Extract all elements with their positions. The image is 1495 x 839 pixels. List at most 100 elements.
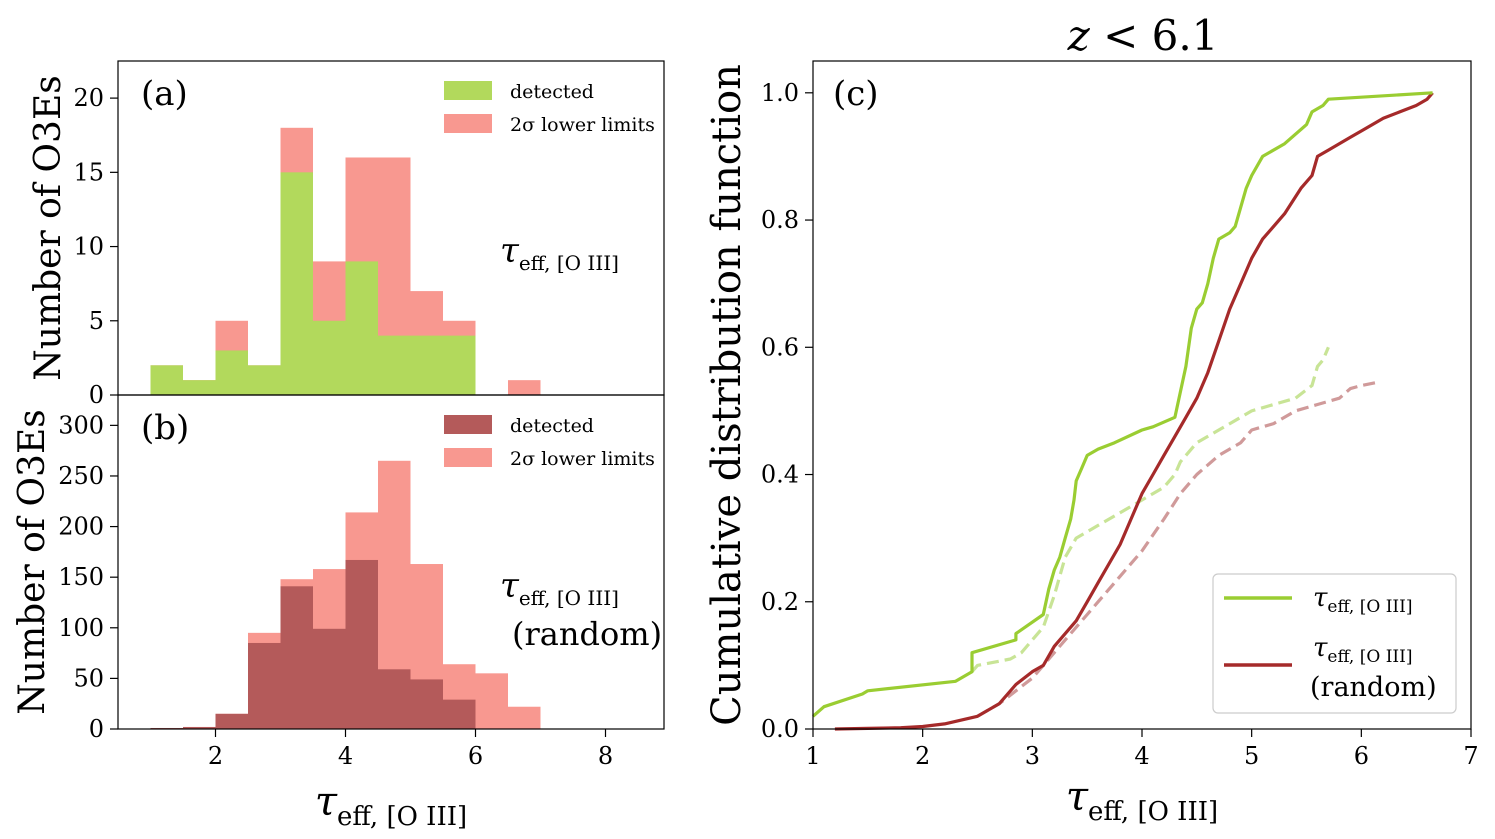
bar-b-detected-5 [313,628,346,729]
cdf-line-3 [976,380,1379,718]
panel-c-lines [811,91,1434,731]
panel-b-annotation-sub: eff, [O III] [519,586,619,610]
bar-b-detected-9 [443,699,476,729]
legend-c-green-tau: τ [1313,583,1328,613]
panel-c-label: (c) [833,74,879,114]
ytick-label-b-4: 200 [58,513,104,541]
bar-b-detected-2 [215,713,248,729]
bar-a-detected-7 [378,335,411,395]
bar-a-detected-5 [313,320,346,395]
xtick-label-c-2: 3 [1025,742,1040,770]
panel-b-annotation-random: (random) [512,615,662,653]
panel-b-xlabel-tau: τ [315,779,338,825]
bar-b-detected-8 [410,679,443,729]
legend-c-green-sub: eff, [O III] [1327,597,1412,617]
xtick-label-c-3: 4 [1134,742,1149,770]
xtick-label-c-0: 1 [805,742,820,770]
panel-a: 0 5 10 15 20 (a) detected 2σ lower limits τe… [28,60,665,409]
ytick-label-a-2: 10 [73,233,104,261]
bar-a-detected-0 [150,365,183,395]
panel-b-y-ticks: 0 50 100 150 200 250 300 [58,411,118,743]
ytick-label-b-0: 0 [89,715,104,743]
panel-c: z < 6.1 0.0 0.2 0.4 0.6 0.8 1.0 1 2 3 4 5 6 7 (c) C… [704,11,1479,827]
panel-b-label: (b) [141,408,189,448]
bar-b-lower-10 [475,673,508,729]
ytick-label-c-1: 0.2 [761,588,799,616]
bar-a-detected-1 [183,380,216,395]
legend-a-detected-label: detected [510,81,594,103]
ytick-label-c-2: 0.4 [761,461,799,489]
ytick-label-b-1: 50 [73,664,104,692]
panel-a-annotation-sub: eff, [O III] [519,251,619,275]
panel-a-annotation-tau: τ [500,231,520,271]
panel-b-legend: detected 2σ lower limits [444,415,655,470]
ytick-label-a-0: 0 [89,381,104,409]
xtick-label-b-3: 8 [598,742,613,770]
bar-a-detected-4 [280,172,313,395]
panel-c-ylabel: Cumulative distribution function [704,64,750,726]
panel-b-xlabel-sub: eff, [O III] [337,802,467,832]
legend-b-detected-swatch [444,415,492,434]
ytick-label-c-5: 1.0 [761,79,799,107]
bar-b-detected-7 [378,669,411,729]
panel-c-xlabel-sub: eff, [O III] [1088,797,1218,827]
panel-a-legend: detected 2σ lower limits [444,81,655,136]
legend-a-lower-label: 2σ lower limits [510,114,655,136]
bar-b-lower-11 [508,706,541,729]
bar-b-detected-4 [280,586,313,729]
bar-b-detected-3 [248,642,281,729]
bar-a-detected-8 [410,335,443,395]
xtick-label-c-4: 5 [1244,742,1259,770]
legend-a-lower-swatch [444,114,492,133]
panel-c-x-ticks: 1 2 3 4 5 6 7 [805,729,1479,770]
legend-c-green-label: τeff, [O III] [1313,583,1412,617]
panel-c-xlabel-tau: τ [1066,774,1089,820]
panel-c-title: z < 6.1 [1067,11,1219,60]
panel-c-legend-box [1212,573,1457,714]
ytick-label-b-5: 250 [58,462,104,490]
ytick-label-b-6: 300 [58,411,104,439]
ytick-label-c-0: 0.0 [761,715,799,743]
panel-a-annotation: τeff, [O III] [500,231,619,275]
panel-b: 0 50 100 150 200 250 300 2 4 6 8 (b) detected 2σ … [12,394,665,832]
legend-c-red-label: τeff, [O III] [1313,633,1412,667]
xtick-label-c-5: 6 [1354,742,1369,770]
ytick-label-a-4: 20 [73,84,104,112]
panel-b-ylabel: Number of O3Es [12,409,53,714]
panel-a-y-ticks: 0 5 10 15 20 [73,84,118,409]
panel-c-title-rest: < 6.1 [1090,11,1219,60]
panel-a-ylabel: Number of O3Es [28,75,69,380]
legend-c-red-sub: eff, [O III] [1327,647,1412,667]
bar-a-detected-9 [443,335,476,395]
ytick-label-a-1: 5 [89,307,104,335]
cdf-line-1 [834,91,1434,731]
legend-c-red-random: (random) [1310,672,1437,703]
panel-c-y-ticks: 0.0 0.2 0.4 0.6 0.8 1.0 [761,79,813,743]
xtick-label-b-0: 2 [208,742,223,770]
ytick-label-a-3: 15 [73,158,104,186]
cdf-line-0 [811,91,1433,718]
ytick-label-b-3: 150 [58,563,104,591]
bar-b-detected-6 [345,559,378,729]
xtick-label-b-2: 6 [468,742,483,770]
panel-a-label: (a) [141,74,188,114]
panel-b-xlabel: τeff, [O III] [315,779,467,832]
legend-b-detected-label: detected [510,415,594,437]
panel-c-title-z: z [1067,11,1091,60]
panel-b-x-ticks: 2 4 6 8 [208,729,613,770]
panel-b-annotation-tau: τ [500,566,520,606]
legend-a-detected-swatch [444,81,492,100]
panel-c-xlabel: τeff, [O III] [1066,774,1218,827]
bar-a-lower-11 [508,380,541,395]
legend-b-lower-label: 2σ lower limits [510,448,655,470]
xtick-label-c-1: 2 [915,742,930,770]
panel-c-legend: τeff, [O III] τeff, [O III] (random) [1212,573,1457,714]
panel-b-bars [150,460,541,729]
ytick-label-b-2: 100 [58,614,104,642]
ytick-label-c-3: 0.6 [761,333,799,361]
xtick-label-c-6: 7 [1463,742,1478,770]
ytick-label-c-4: 0.8 [761,206,799,234]
panel-b-frame [117,394,665,730]
cdf-line-2 [970,346,1330,673]
